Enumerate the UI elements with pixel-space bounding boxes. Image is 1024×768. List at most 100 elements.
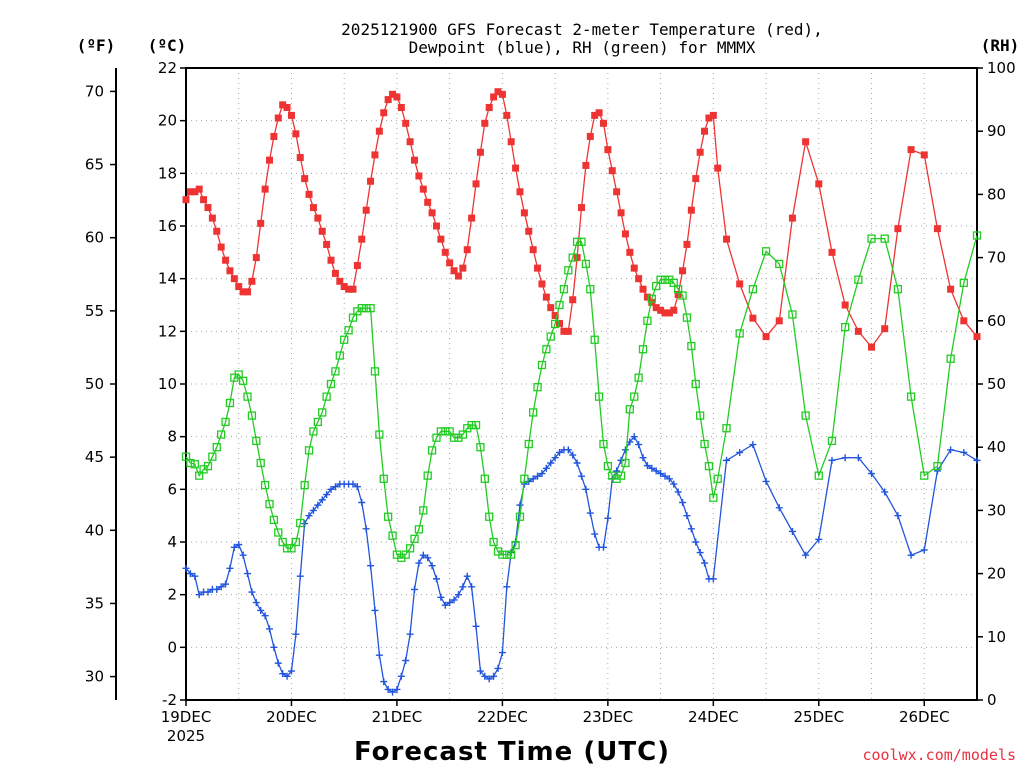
data-point [920, 151, 928, 159]
data-point [736, 448, 744, 456]
data-point [472, 622, 480, 630]
data-point [586, 285, 595, 294]
data-point [405, 544, 415, 553]
data-point [933, 225, 941, 233]
fahrenheit-tick-label: 65 [85, 156, 104, 174]
data-point [775, 317, 783, 325]
data-point [217, 243, 225, 251]
data-point [960, 448, 968, 456]
data-point [762, 333, 770, 341]
data-point [947, 446, 955, 454]
data-point [775, 259, 784, 269]
data-point [239, 551, 247, 559]
data-point [573, 254, 581, 262]
data-point [454, 591, 462, 599]
data-point [485, 512, 494, 521]
data-point [946, 354, 955, 363]
data-point [371, 606, 379, 614]
data-point [274, 114, 282, 122]
data-point [186, 458, 195, 468]
data-point [380, 109, 388, 117]
data-point [660, 275, 670, 284]
data-point [854, 454, 862, 462]
data-point [801, 411, 810, 420]
data-point [450, 267, 458, 275]
data-point [190, 460, 199, 469]
data-point [265, 499, 274, 509]
data-point [586, 132, 594, 140]
data-point [661, 472, 669, 480]
data-point [639, 454, 647, 462]
data-point [687, 525, 695, 533]
celsius-tick-label: 18 [158, 164, 177, 182]
series-rh [181, 231, 982, 562]
data-point [485, 104, 493, 111]
data-point [674, 285, 683, 294]
celsius-tick-label: 4 [167, 533, 177, 551]
data-point [542, 464, 550, 472]
data-point [348, 313, 358, 322]
data-point [437, 235, 445, 243]
data-point [393, 685, 401, 693]
data-point [529, 408, 538, 417]
data-point [226, 564, 234, 572]
data-point [463, 572, 471, 580]
series-dewpoint [182, 433, 981, 696]
data-point [538, 280, 546, 288]
x-tick-label: 19DEC [161, 708, 212, 726]
x-tick-label: 20DEC [266, 708, 317, 726]
data-point [880, 234, 889, 243]
data-point [458, 430, 468, 439]
data-point [282, 544, 292, 553]
data-point [723, 456, 731, 464]
watermark: coolwx.com/models [862, 746, 1016, 764]
data-point [515, 512, 525, 521]
series-line [185, 90, 978, 349]
data-point [279, 670, 287, 678]
data-point [692, 175, 700, 183]
data-point [481, 119, 489, 127]
data-point [682, 313, 692, 322]
data-point [471, 420, 481, 430]
data-point [208, 452, 217, 461]
data-point [375, 430, 384, 439]
data-point [626, 248, 634, 256]
data-point [296, 154, 304, 162]
data-point [670, 480, 678, 488]
data-point [406, 630, 414, 638]
data-point [881, 325, 889, 333]
data-point [344, 326, 353, 335]
data-point [270, 132, 278, 140]
data-point [569, 451, 577, 459]
data-point [960, 317, 968, 325]
data-point [696, 411, 705, 420]
data-point [656, 275, 665, 284]
fahrenheit-tick-label: 60 [85, 229, 104, 247]
data-point [375, 651, 383, 659]
data-point [450, 596, 458, 604]
data-point [269, 515, 279, 525]
data-point [657, 306, 665, 314]
data-point [248, 588, 256, 596]
data-point [657, 470, 665, 478]
data-point [815, 180, 823, 188]
rh-tick-label: 10 [987, 628, 1006, 646]
data-point [309, 204, 317, 212]
data-point [590, 335, 599, 344]
data-point [569, 296, 577, 304]
data-point [841, 301, 849, 309]
fahrenheit-tick-label: 35 [85, 594, 104, 612]
data-point [639, 285, 647, 293]
data-point [340, 283, 348, 291]
data-point [775, 504, 783, 512]
data-point [300, 480, 309, 490]
data-point [906, 392, 916, 401]
data-point [485, 675, 493, 683]
data-point [568, 253, 577, 262]
celsius-tick-label: 0 [167, 638, 177, 656]
data-point [314, 501, 322, 509]
data-point [687, 341, 696, 351]
data-point [687, 206, 695, 214]
data-point [722, 424, 731, 433]
data-point [362, 304, 371, 313]
